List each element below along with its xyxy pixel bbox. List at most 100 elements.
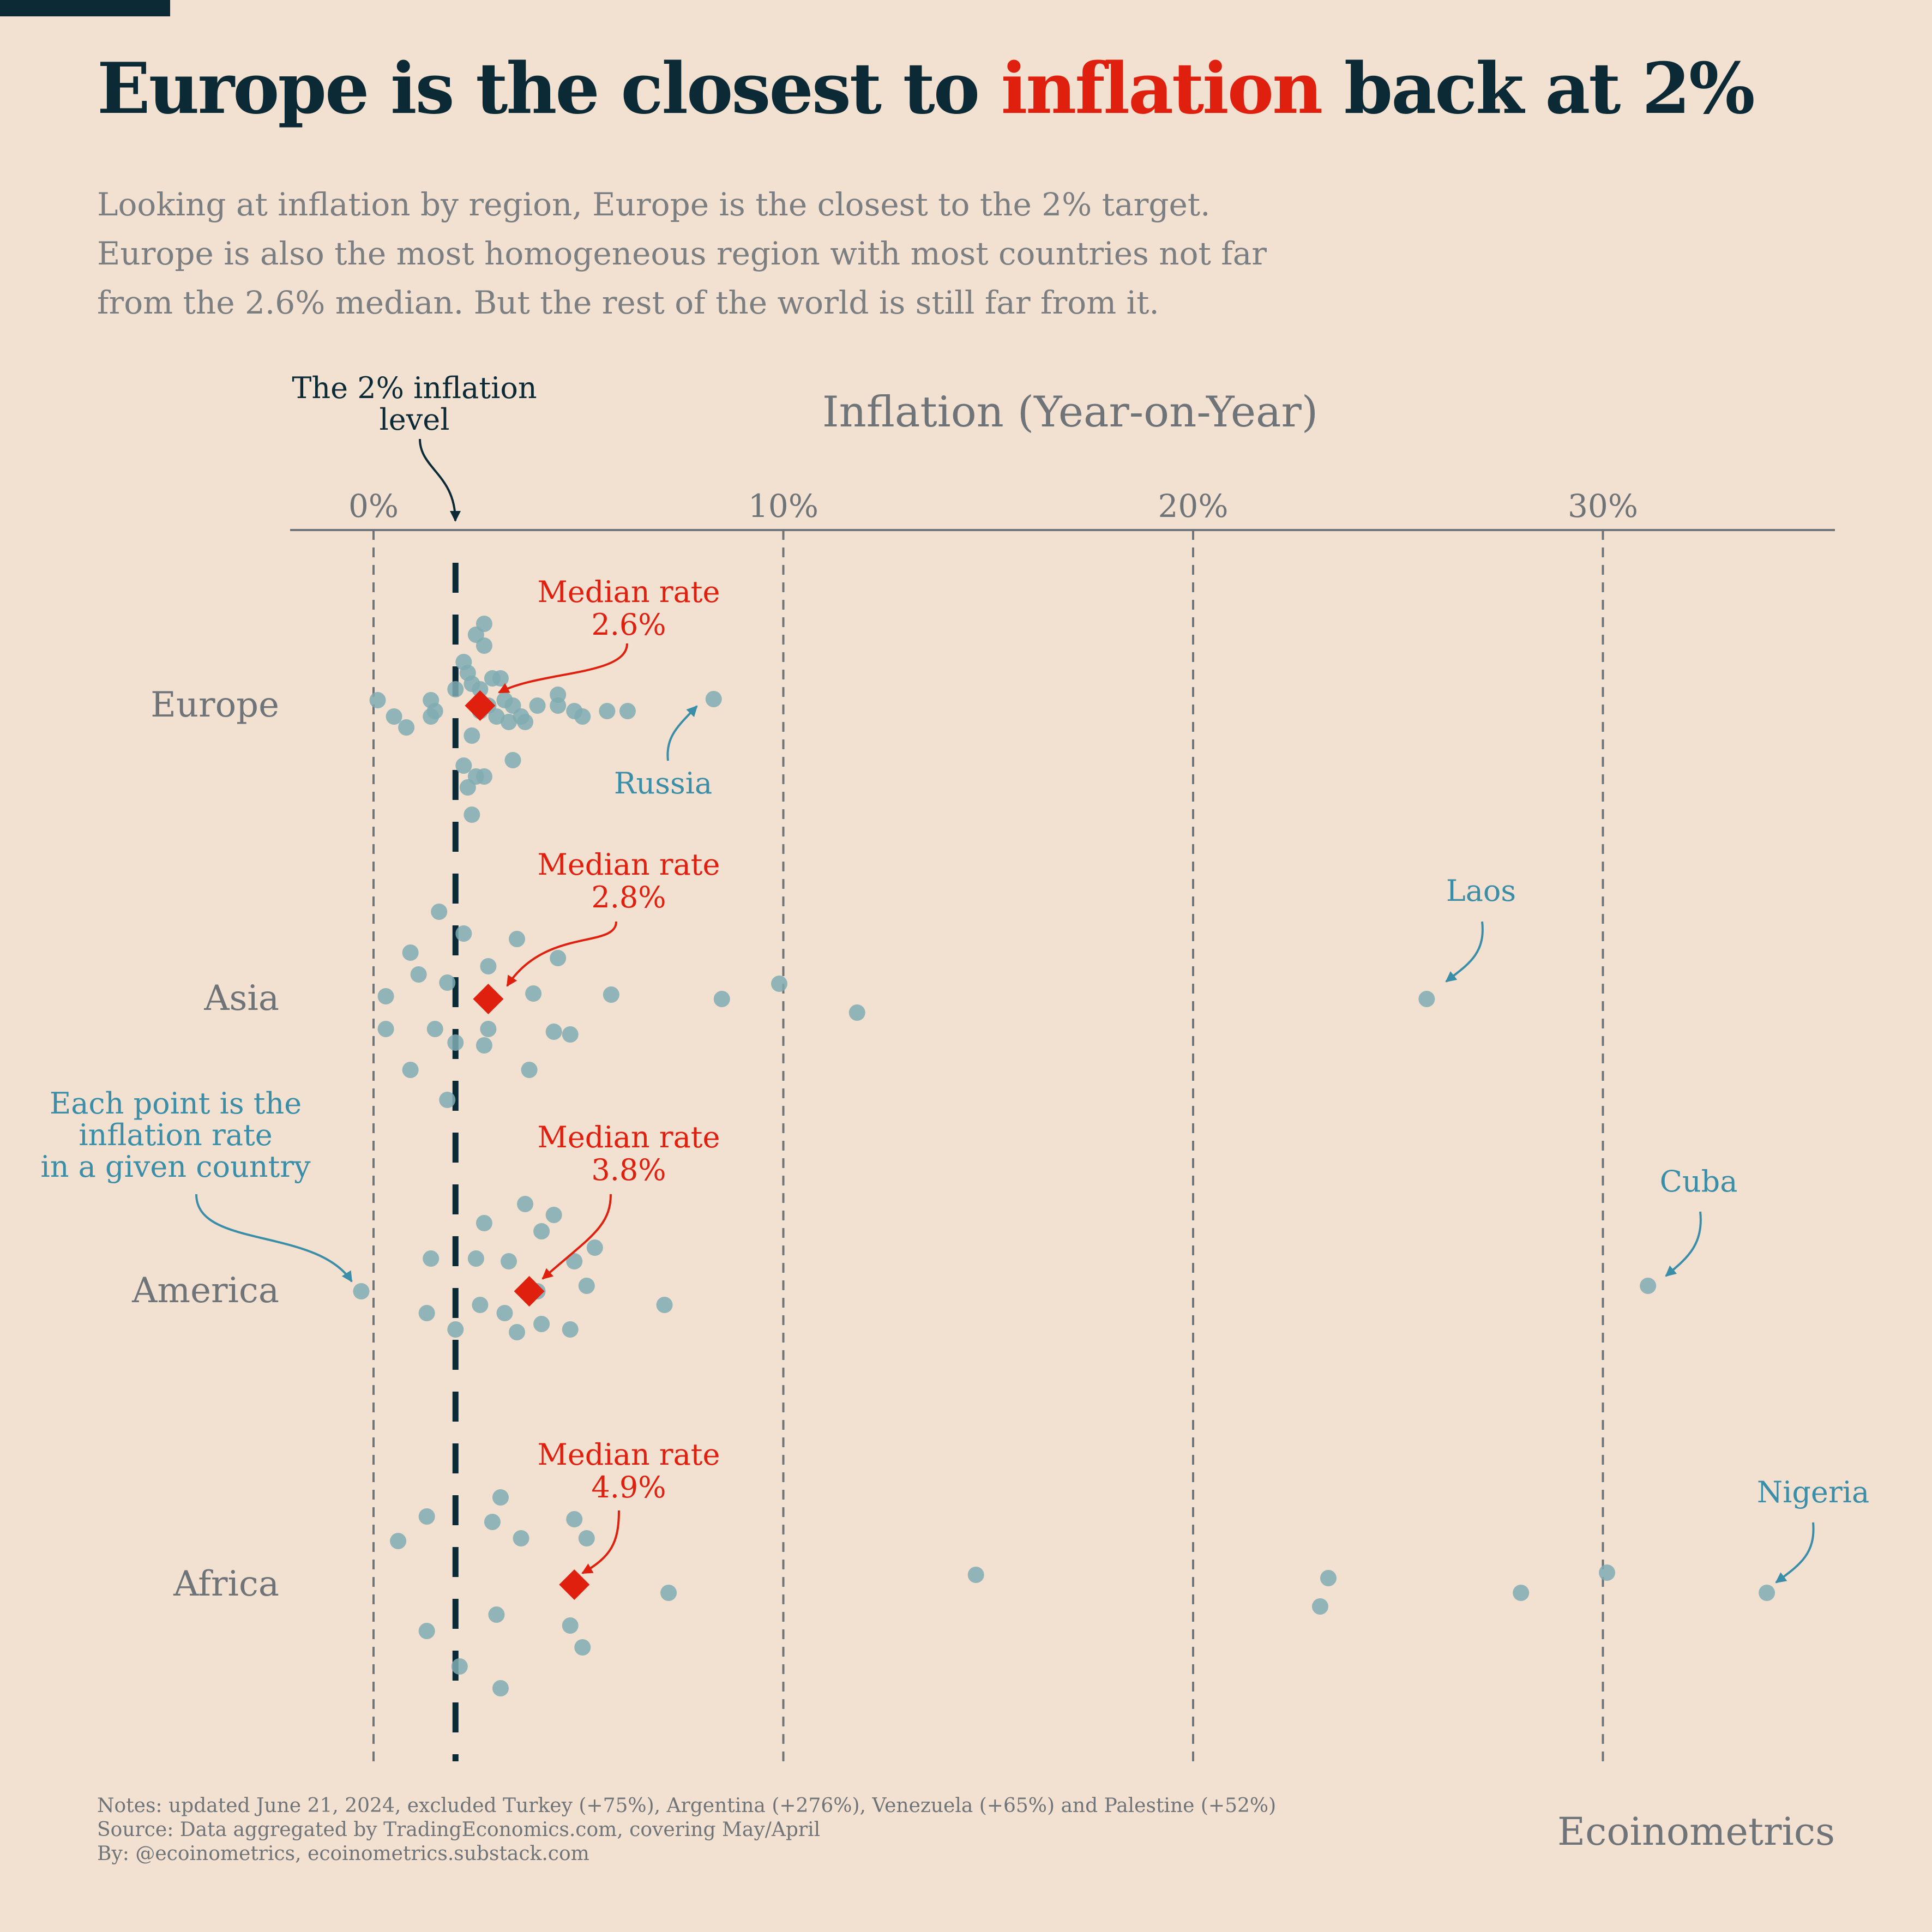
data-point xyxy=(500,714,517,730)
data-point xyxy=(533,1223,550,1239)
data-point xyxy=(574,708,591,725)
data-point xyxy=(967,1567,984,1583)
median-arrow xyxy=(498,643,628,694)
data-point xyxy=(377,988,394,1004)
data-point xyxy=(447,1034,464,1051)
data-point xyxy=(1759,1585,1775,1601)
data-point xyxy=(418,1508,435,1525)
data-point xyxy=(402,1062,419,1078)
data-point xyxy=(1513,1585,1530,1601)
data-point xyxy=(496,1305,513,1321)
point-explainer-text: inflation rate xyxy=(79,1118,272,1152)
byline: By: @ecoinometrics, ecoinometrics.substa… xyxy=(97,1843,589,1865)
data-point xyxy=(619,703,636,719)
data-point xyxy=(562,1026,579,1043)
data-point xyxy=(476,768,492,785)
median-label: Median rate xyxy=(538,575,720,609)
x-tick-label: 20% xyxy=(1158,487,1229,525)
title-part-2: back at 2% xyxy=(1321,48,1755,130)
subtitle-line: from the 2.6% median. But the rest of th… xyxy=(97,284,1159,321)
title-highlight: inflation xyxy=(1001,48,1323,130)
median-arrow xyxy=(581,1510,620,1574)
data-point xyxy=(517,714,534,730)
data-point xyxy=(562,1321,579,1338)
data-point xyxy=(455,925,472,942)
data-point xyxy=(431,904,448,920)
country-callout-arrow xyxy=(666,705,698,761)
title-part-1: Europe is the closest to xyxy=(97,48,1001,130)
data-point xyxy=(447,1321,464,1338)
data-point xyxy=(459,665,476,681)
subtitle-line: Looking at inflation by region, Europe i… xyxy=(97,186,1211,223)
data-point xyxy=(713,991,730,1007)
subtitle-line: Europe is also the most homogeneous regi… xyxy=(97,235,1267,272)
source-line: Source: Data aggregated by TradingEconom… xyxy=(97,1819,821,1841)
x-tick-label: 0% xyxy=(348,487,399,525)
region-label: America xyxy=(131,1271,279,1311)
country-callout-arrow xyxy=(1665,1211,1702,1277)
data-point xyxy=(476,1037,492,1054)
data-point xyxy=(566,1511,583,1527)
target-line-label: level xyxy=(380,402,450,437)
data-point xyxy=(1599,1564,1616,1581)
region-label: Africa xyxy=(173,1564,279,1604)
point-explainer-arrow xyxy=(195,1194,353,1283)
data-point xyxy=(525,985,542,1002)
data-point xyxy=(459,779,476,796)
data-point xyxy=(464,806,480,823)
median-label: Median rate xyxy=(538,1120,720,1154)
country-callout-arrow xyxy=(1445,921,1484,983)
country-callout-label: Nigeria xyxy=(1757,1475,1869,1509)
data-point xyxy=(492,1680,509,1696)
data-point xyxy=(423,692,440,708)
data-point xyxy=(418,1623,435,1639)
x-tick-label: 10% xyxy=(748,487,818,525)
country-callout-arrow xyxy=(1775,1522,1815,1584)
point-explainer-text: in a given country xyxy=(40,1149,311,1184)
points-layer xyxy=(353,616,1775,1696)
median-marker xyxy=(465,690,496,721)
x-tick-label: 30% xyxy=(1568,487,1638,525)
data-point xyxy=(455,757,472,774)
data-point xyxy=(426,1021,443,1037)
data-point xyxy=(509,1324,526,1340)
data-point xyxy=(377,1021,394,1037)
data-point xyxy=(660,1585,677,1601)
median-value: 2.6% xyxy=(591,607,666,642)
data-point xyxy=(464,727,480,744)
median-label: Median rate xyxy=(538,847,720,882)
data-point xyxy=(484,1514,501,1530)
data-point xyxy=(402,944,419,961)
data-point xyxy=(566,1253,583,1269)
data-point xyxy=(472,681,489,697)
chart-subtitle: Looking at inflation by region, Europe i… xyxy=(97,180,1460,327)
data-point xyxy=(467,1250,484,1267)
country-callout-label: Cuba xyxy=(1660,1164,1738,1199)
data-point xyxy=(451,1658,468,1675)
data-point xyxy=(369,692,386,708)
target-line-label: The 2% inflation xyxy=(292,371,537,405)
median-value: 3.8% xyxy=(591,1153,666,1187)
data-point xyxy=(1640,1278,1657,1294)
data-point xyxy=(578,1530,595,1546)
data-point xyxy=(599,703,616,719)
data-point xyxy=(480,1021,497,1037)
data-point xyxy=(423,1250,440,1267)
country-callout-label: Laos xyxy=(1446,874,1516,908)
median-marker xyxy=(514,1276,545,1307)
data-point xyxy=(533,1316,550,1332)
data-point xyxy=(500,1253,517,1269)
data-point xyxy=(439,974,456,991)
data-point xyxy=(562,1617,579,1634)
data-point xyxy=(476,1215,492,1231)
data-point xyxy=(492,1489,509,1506)
median-label: Median rate xyxy=(538,1437,720,1472)
data-point xyxy=(545,1024,562,1040)
data-point xyxy=(603,986,619,1003)
median-arrow xyxy=(541,1194,612,1280)
point-explainer-text: Each point is the xyxy=(50,1086,302,1121)
data-point xyxy=(705,691,722,707)
data-point xyxy=(480,958,497,974)
median-arrow xyxy=(506,921,617,987)
data-point xyxy=(492,670,509,687)
